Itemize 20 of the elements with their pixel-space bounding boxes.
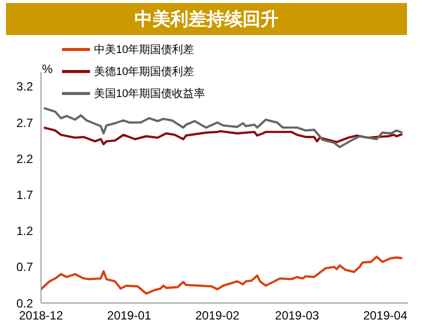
chart-title: 中美利差持续回升 — [6, 3, 407, 35]
line-series — [41, 256, 404, 295]
line-series — [42, 106, 404, 148]
y-tick-label: 1.2 — [16, 224, 34, 238]
y-tick-label: 0.2 — [16, 296, 34, 310]
legend-label: 美国10年期国债收益率 — [94, 86, 206, 100]
x-tick-label: 2019-03 — [275, 308, 320, 323]
y-tick-label: 2.7 — [16, 116, 34, 130]
y-tick-label: 2.2 — [16, 152, 34, 166]
x-tick-label: 2019-02 — [195, 308, 240, 323]
x-tick-label: 2018-12 — [18, 308, 64, 323]
legend-label: 美德10年期国债利差 — [94, 64, 194, 78]
y-tick-label: 0.7 — [16, 260, 34, 274]
line-series — [42, 126, 404, 146]
legend-label: 中美10年期国债利差 — [94, 42, 194, 56]
y-tick-label: 1.7 — [16, 188, 34, 202]
y-axis-title: % — [42, 62, 53, 76]
x-tick-label: 2019-04 — [363, 308, 408, 323]
x-tick-label: 2019-01 — [107, 308, 152, 323]
y-tick-label: 3.2 — [16, 80, 34, 94]
